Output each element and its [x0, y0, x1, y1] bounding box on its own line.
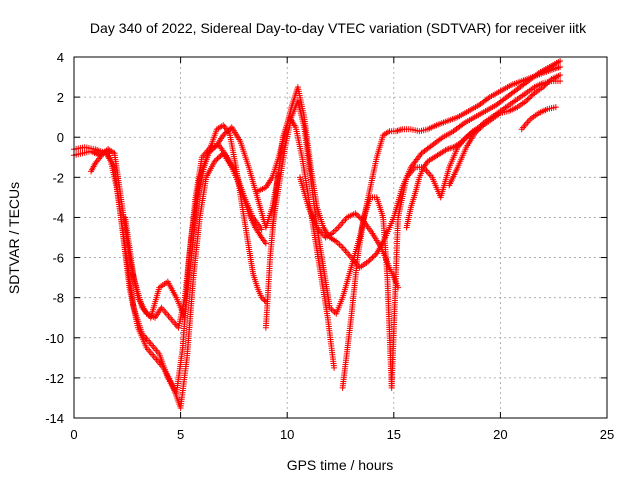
data-point-marker	[366, 257, 373, 264]
y-tick-label: -2	[52, 170, 64, 185]
data-point-marker	[330, 307, 337, 314]
data-point-marker	[394, 127, 401, 134]
plot-border	[73, 56, 608, 419]
data-point-marker	[368, 255, 375, 262]
x-tick-label: 20	[493, 427, 507, 442]
data-point-marker	[258, 226, 265, 233]
data-point-marker	[221, 130, 228, 137]
y-tick-label: 4	[57, 50, 64, 65]
data-point-marker	[213, 156, 220, 163]
y-tick-label: -10	[45, 331, 64, 346]
data-point-marker	[333, 225, 340, 232]
series-trace	[254, 58, 564, 271]
chart-title: Day 340 of 2022, Sidereal Day-to-day VTE…	[90, 20, 587, 36]
y-tick-label: -14	[45, 411, 64, 426]
series-trace	[518, 104, 559, 133]
data-point-marker	[215, 154, 222, 161]
data-point-marker	[258, 294, 265, 301]
data-point-marker	[262, 240, 269, 247]
y-axis-label: SDTVAR / TECUs	[6, 182, 22, 294]
data-point-marker	[332, 227, 339, 234]
data-point-marker	[369, 254, 376, 261]
data-point-marker	[370, 253, 377, 260]
data-point-marker	[338, 243, 345, 250]
data-point-marker	[557, 58, 564, 65]
y-tick-label: 2	[57, 90, 64, 105]
series-trace	[403, 124, 483, 231]
data-point-marker	[396, 127, 403, 134]
grid-lines	[74, 57, 607, 418]
x-tick-label: 0	[70, 427, 77, 442]
x-tick-label: 15	[387, 427, 401, 442]
data-point-marker	[261, 297, 268, 304]
data-point-marker	[372, 251, 379, 258]
data-point-marker	[557, 64, 564, 71]
y-tick-label: -12	[45, 371, 64, 386]
data-point-marker	[331, 364, 338, 371]
data-point-marker	[352, 210, 359, 217]
x-tick-label: 10	[280, 427, 294, 442]
data-point-marker	[397, 126, 404, 133]
data-point-marker	[365, 258, 372, 265]
data-point-marker	[355, 213, 362, 220]
y-tick-label: -4	[52, 210, 64, 225]
data-point-marker	[214, 155, 221, 162]
data-point-marker	[557, 78, 564, 85]
data-point-marker	[217, 152, 224, 159]
x-axis-label: GPS time / hours	[287, 457, 394, 473]
data-point-marker	[336, 241, 343, 248]
data-point-marker	[211, 158, 218, 165]
y-tick-label: 0	[57, 130, 64, 145]
data-point-marker	[212, 143, 219, 150]
series-trace	[262, 114, 338, 371]
data-point-marker	[220, 132, 227, 139]
data-point-marker	[545, 78, 552, 85]
data-point-marker	[525, 95, 532, 102]
y-tick-label: -8	[52, 291, 64, 306]
data-point-marker	[353, 211, 360, 218]
data-points	[71, 58, 564, 411]
data-point-marker	[211, 144, 218, 151]
series-trace	[122, 122, 269, 321]
x-tick-label: 5	[177, 427, 184, 442]
y-tick-label: -6	[52, 251, 64, 266]
data-point-marker	[527, 94, 534, 101]
x-tick-label: 25	[600, 427, 614, 442]
